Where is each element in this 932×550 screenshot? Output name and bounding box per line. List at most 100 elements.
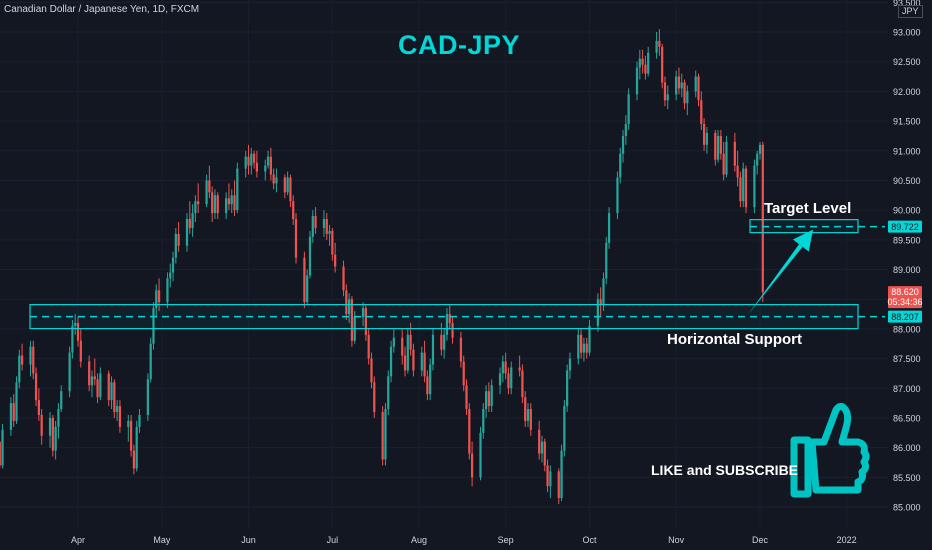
countdown-text: 05:34:36 — [887, 297, 922, 307]
candle-body — [129, 420, 133, 451]
candle-body — [32, 346, 35, 374]
candle-body — [132, 450, 136, 469]
candle-body — [602, 278, 605, 306]
candle-body — [364, 308, 368, 335]
candle-body — [479, 432, 482, 478]
candle-body — [74, 322, 77, 326]
candle-body — [655, 40, 658, 53]
candle-body — [702, 124, 706, 145]
candle-body — [185, 219, 189, 246]
candle-body — [306, 275, 309, 303]
candle-body — [384, 409, 387, 460]
candle-body — [308, 236, 312, 276]
y-tick-label: 90.000 — [893, 206, 921, 216]
candle-body — [568, 358, 572, 371]
candle-body — [138, 414, 141, 427]
candle-body — [118, 406, 122, 427]
candle-body — [230, 195, 233, 205]
candle-body — [666, 94, 669, 101]
candle-body — [501, 361, 504, 374]
candle-body — [311, 216, 314, 237]
candle-body — [146, 379, 149, 415]
candle-body — [753, 165, 756, 208]
x-tick-label: Nov — [668, 535, 685, 545]
candle-body — [155, 290, 158, 309]
y-tick-label: 86.500 — [893, 413, 921, 423]
candle-body — [34, 373, 38, 401]
x-tick-label: Oct — [582, 535, 597, 545]
candle-body — [71, 325, 74, 353]
y-tick-label: 88.000 — [893, 324, 921, 334]
target-price-label: 89.722 — [888, 220, 922, 233]
candle-body — [409, 334, 412, 350]
candle-body — [549, 471, 552, 487]
last-price-text: 88.620 — [891, 287, 919, 297]
x-tick-label: Aug — [411, 535, 427, 545]
candle-body — [490, 385, 493, 407]
candle-body — [742, 168, 745, 202]
candle-body — [521, 370, 524, 398]
candle-body — [716, 135, 720, 160]
candle-body — [739, 177, 742, 202]
y-tick-label: 91.500 — [893, 117, 921, 127]
y-tick-label: 93.000 — [893, 28, 921, 38]
candle-body — [526, 409, 530, 421]
candle-body — [546, 465, 549, 487]
candle-body — [406, 334, 409, 371]
candle-body — [68, 352, 71, 392]
candle-body — [76, 322, 80, 341]
candle-body — [445, 314, 449, 335]
candle-body — [244, 156, 247, 169]
candle-body — [152, 308, 155, 344]
time-axis[interactable]: Apr May Jun Jul Aug Sep Oct Nov Dec 2022 — [71, 535, 857, 545]
candle-body — [51, 417, 54, 451]
candle-body — [328, 230, 331, 234]
candle-body — [264, 165, 267, 172]
candle-body — [20, 355, 24, 365]
candle-body — [663, 82, 667, 101]
candle-body — [451, 322, 454, 338]
candle-body — [29, 346, 32, 365]
candle-body — [697, 76, 700, 101]
candle-body — [370, 358, 373, 383]
candle-body — [294, 219, 298, 258]
candle-body — [9, 403, 13, 430]
candle-body — [48, 417, 52, 436]
candle-body — [686, 91, 689, 104]
currency-tag: JPY — [898, 5, 923, 18]
candle-body — [322, 219, 326, 228]
candle-body — [705, 132, 709, 145]
candle-body — [498, 373, 502, 386]
x-tick-label: Jul — [327, 535, 339, 545]
candle-body — [722, 153, 725, 175]
target-level-label: Target Level — [764, 200, 852, 217]
candle-body — [269, 156, 272, 175]
candle-body — [216, 195, 219, 214]
candle-body — [431, 334, 435, 365]
candle-body — [250, 153, 253, 166]
candle-body — [342, 266, 345, 291]
candle-body — [401, 337, 404, 356]
candle-body — [331, 230, 334, 255]
candle-body — [563, 406, 566, 451]
candle-body — [647, 52, 650, 74]
candle-body — [448, 314, 451, 323]
candle-body — [627, 94, 630, 125]
candle-body — [616, 177, 619, 214]
candle-body — [286, 177, 289, 193]
candle-body — [725, 141, 728, 175]
candle-body — [714, 132, 717, 160]
candle-body — [54, 426, 57, 451]
candle-body — [624, 124, 627, 136]
support-price-text: 88.207 — [891, 312, 919, 322]
thumbs-up-icon[interactable] — [790, 402, 870, 498]
candle-body — [314, 216, 317, 228]
candle-body — [211, 192, 214, 214]
candle-body — [484, 391, 488, 410]
candle-body — [482, 409, 485, 433]
candle-body — [194, 201, 197, 214]
candle-body — [135, 426, 138, 469]
candle-body — [15, 382, 18, 421]
candle-body — [443, 334, 446, 350]
